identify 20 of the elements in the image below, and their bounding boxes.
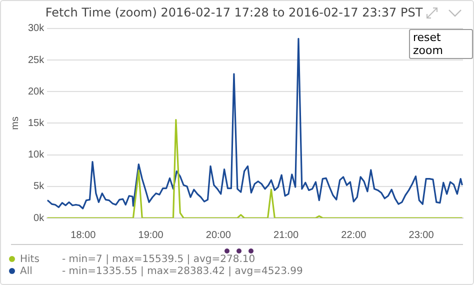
- y-tick-label: 0k: [34, 212, 46, 224]
- x-tick-label: 18:00: [70, 230, 96, 241]
- text: - min=7 | max=15539.5 | avg=278.10: [62, 254, 256, 264]
- y-tick-label: 10k: [28, 150, 46, 161]
- text: - min=1335.55 | max=28383.42 | avg=4523.99: [62, 266, 303, 276]
- chart-title: Fetch Time (zoom) 2016-02-17 17:28 to 2016-02-17 23:37 PST: [45, 5, 424, 20]
- x-tick-label: 22:00: [341, 230, 367, 241]
- x-tick-label: 19:00: [138, 230, 164, 241]
- legend-label: Hits: [20, 254, 40, 264]
- y-tick-label: 20k: [28, 86, 46, 98]
- annotation: reset zoom: [409, 29, 473, 59]
- y-tick-label: 30k: [28, 23, 46, 34]
- y-tick-label: 5k: [34, 181, 46, 192]
- y-tick-label: 15k: [28, 118, 46, 129]
- x-tick-label: 20:00: [206, 230, 232, 241]
- y-axis-title: ms: [10, 116, 21, 130]
- x-tick-label: 23:00: [408, 230, 434, 241]
- y-tick-label: 25k: [28, 54, 46, 66]
- x-tick-label: 21:00: [274, 230, 299, 241]
- legend-label: All: [20, 266, 34, 276]
